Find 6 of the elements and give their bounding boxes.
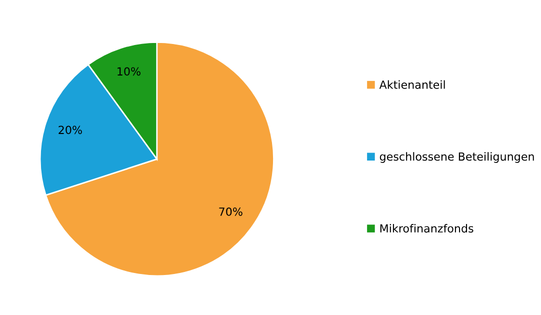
legend-label: Mikrofinanzfonds bbox=[380, 224, 474, 233]
data-label: 10% bbox=[118, 67, 140, 76]
legend-label: Aktienanteil bbox=[379, 80, 445, 89]
data-label: 70% bbox=[219, 207, 242, 216]
legend-label: geschlossene Beteiligungen bbox=[380, 152, 534, 163]
data-label: 20% bbox=[58, 126, 82, 134]
